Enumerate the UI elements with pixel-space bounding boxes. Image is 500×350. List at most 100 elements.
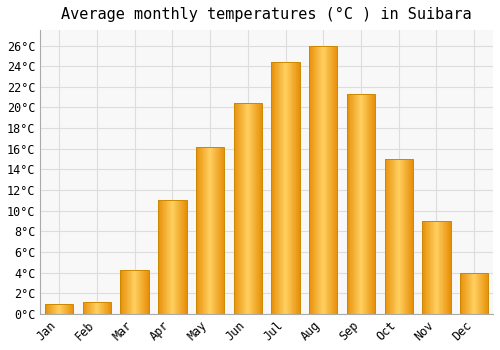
Bar xyxy=(51,303,52,314)
Bar xyxy=(384,159,413,314)
Bar xyxy=(219,147,220,314)
Bar xyxy=(73,303,74,314)
Bar xyxy=(240,103,241,314)
Bar xyxy=(463,273,464,314)
Bar xyxy=(315,46,316,314)
Bar xyxy=(272,62,273,314)
Bar xyxy=(333,46,334,314)
Bar xyxy=(134,270,135,314)
Bar xyxy=(213,147,214,314)
Bar xyxy=(480,273,481,314)
Bar xyxy=(214,147,215,314)
Bar xyxy=(422,221,450,314)
Bar xyxy=(159,200,160,314)
Bar xyxy=(478,273,480,314)
Bar xyxy=(274,62,275,314)
Bar xyxy=(90,301,91,314)
Bar xyxy=(199,147,200,314)
Bar xyxy=(273,62,274,314)
Bar xyxy=(176,200,177,314)
Bar xyxy=(438,221,440,314)
Bar xyxy=(100,301,101,314)
Bar xyxy=(352,94,353,314)
Bar xyxy=(292,62,293,314)
Bar xyxy=(326,46,327,314)
Bar xyxy=(83,301,111,314)
Bar xyxy=(361,94,362,314)
Bar xyxy=(254,103,255,314)
Bar xyxy=(135,270,136,314)
Bar xyxy=(368,94,369,314)
Bar xyxy=(53,303,54,314)
Bar xyxy=(291,62,292,314)
Bar xyxy=(272,62,299,314)
Bar xyxy=(330,46,331,314)
Bar xyxy=(168,200,169,314)
Bar xyxy=(477,273,478,314)
Bar xyxy=(93,301,94,314)
Bar xyxy=(331,46,332,314)
Bar xyxy=(299,62,300,314)
Bar xyxy=(185,200,186,314)
Bar xyxy=(184,200,185,314)
Bar xyxy=(294,62,295,314)
Bar xyxy=(64,303,65,314)
Bar xyxy=(397,159,398,314)
Bar xyxy=(122,270,124,314)
Bar xyxy=(46,303,48,314)
Bar xyxy=(466,273,467,314)
Bar xyxy=(334,46,335,314)
Bar xyxy=(54,303,55,314)
Bar xyxy=(137,270,138,314)
Bar xyxy=(238,103,239,314)
Bar xyxy=(285,62,286,314)
Bar xyxy=(110,301,111,314)
Bar xyxy=(124,270,125,314)
Bar xyxy=(50,303,51,314)
Bar xyxy=(298,62,299,314)
Bar xyxy=(183,200,184,314)
Bar xyxy=(204,147,205,314)
Bar xyxy=(442,221,444,314)
Bar xyxy=(468,273,469,314)
Bar xyxy=(128,270,129,314)
Bar xyxy=(257,103,258,314)
Bar xyxy=(474,273,475,314)
Bar xyxy=(487,273,488,314)
Bar xyxy=(422,221,423,314)
Bar xyxy=(310,46,311,314)
Bar xyxy=(209,147,210,314)
Bar xyxy=(356,94,357,314)
Bar xyxy=(444,221,445,314)
Bar xyxy=(412,159,413,314)
Bar xyxy=(483,273,484,314)
Bar xyxy=(84,301,85,314)
Bar xyxy=(249,103,250,314)
Bar xyxy=(215,147,216,314)
Bar xyxy=(433,221,434,314)
Bar xyxy=(393,159,394,314)
Bar xyxy=(65,303,66,314)
Bar xyxy=(174,200,175,314)
Bar xyxy=(131,270,132,314)
Bar xyxy=(164,200,165,314)
Bar xyxy=(322,46,324,314)
Bar xyxy=(66,303,67,314)
Bar xyxy=(129,270,130,314)
Bar xyxy=(234,103,235,314)
Bar xyxy=(409,159,410,314)
Bar xyxy=(250,103,251,314)
Bar xyxy=(121,270,122,314)
Bar xyxy=(108,301,109,314)
Bar xyxy=(276,62,277,314)
Bar xyxy=(430,221,431,314)
Bar xyxy=(142,270,143,314)
Bar xyxy=(395,159,396,314)
Bar xyxy=(282,62,284,314)
Bar xyxy=(462,273,463,314)
Bar xyxy=(481,273,482,314)
Bar xyxy=(284,62,285,314)
Bar xyxy=(148,270,149,314)
Bar xyxy=(181,200,182,314)
Bar xyxy=(486,273,487,314)
